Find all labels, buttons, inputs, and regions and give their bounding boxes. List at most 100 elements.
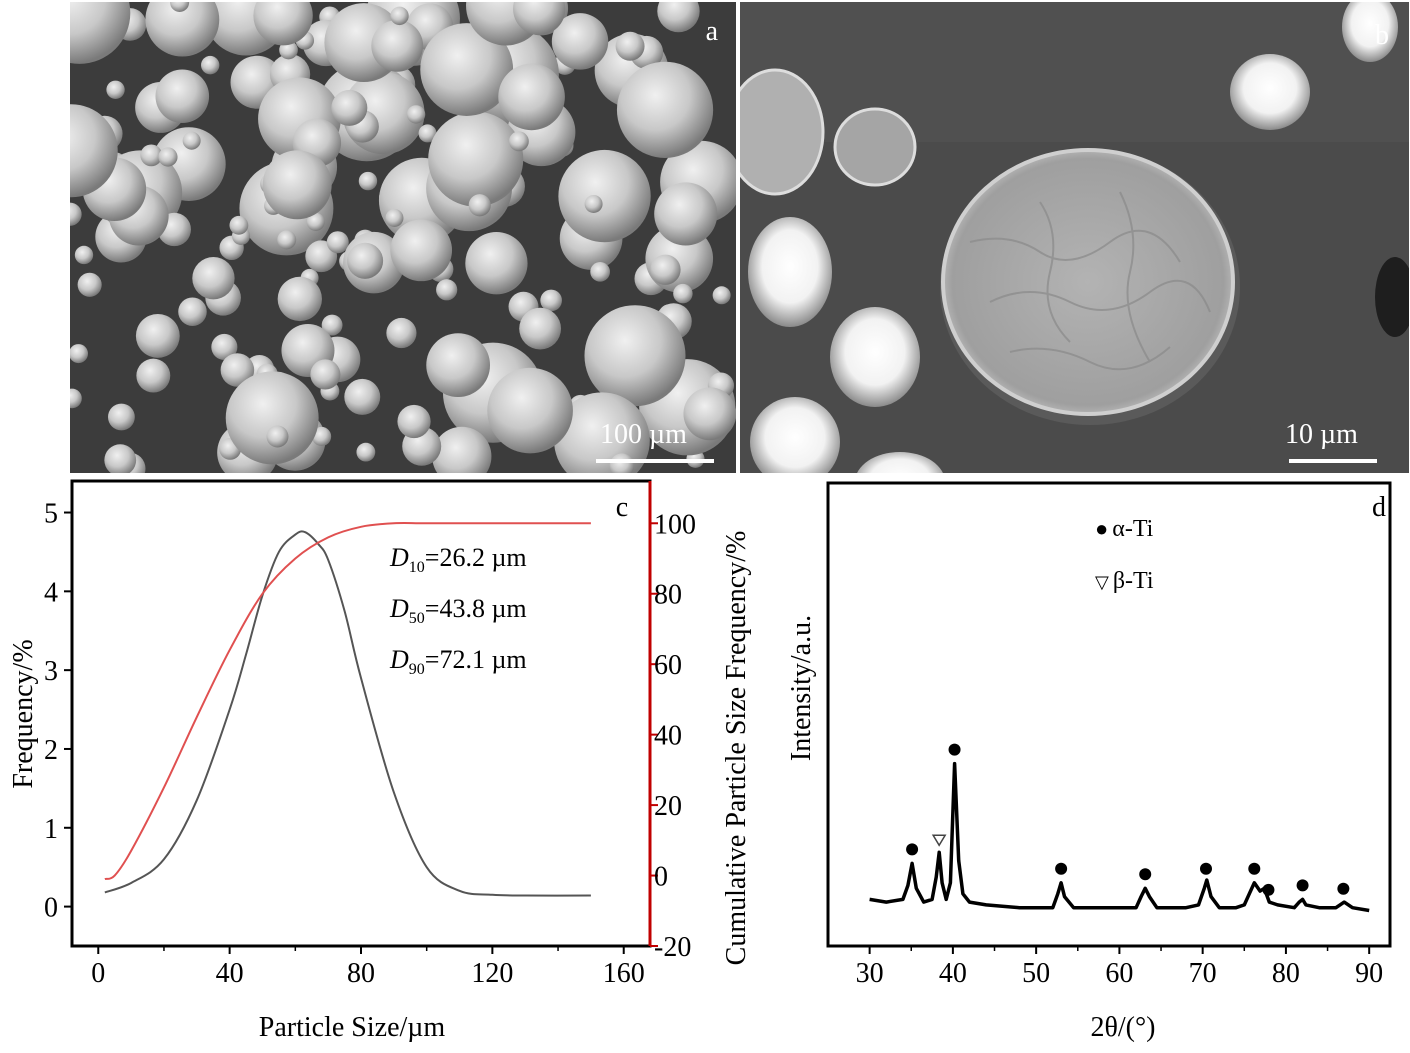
chart-c-annotation: D50=43.8 µm (389, 594, 527, 627)
powder-particle (558, 149, 651, 243)
chart-c-xtick-label: 160 (603, 958, 645, 989)
chart-c-ylabel-right: Cumulative Particle Size Frequency/% (721, 531, 752, 966)
scale-label-a: 100 µm (600, 419, 687, 450)
sem-cross-section-texture (740, 2, 1409, 473)
powder-particle (406, 105, 426, 124)
chart-c-ytick-right-label: 80 (654, 580, 682, 611)
chart-c-ytick-right-label: 20 (654, 791, 682, 822)
xrd-chart: 30 40 50 60 70 80 90 d 2θ/(°) Intensity/a.u. ●… (786, 481, 1392, 1043)
chart-d-xlabel-text: 2θ/(°) (1090, 1012, 1155, 1043)
chart-c-annotation: D90=72.1 µm (389, 645, 527, 678)
chart-c-ytick-left-label: 1 (44, 814, 58, 845)
chart-c-xtick-label: 80 (347, 958, 375, 989)
chart-d-xtick-label: 30 (856, 958, 884, 989)
powder-particle (107, 403, 135, 431)
panel-letter-b: b (1375, 20, 1389, 51)
powder-particle (426, 333, 491, 397)
alpha-ti-peak-marker (1139, 868, 1152, 881)
powder-particle (158, 147, 178, 167)
chart-c-xtick-label: 120 (471, 958, 513, 989)
powder-particle (498, 63, 565, 131)
powder-particle (279, 40, 298, 60)
powder-particle (70, 202, 82, 226)
powder-particle (358, 171, 378, 191)
chart-c-ytick-right-label: 60 (654, 650, 682, 681)
powder-particle (468, 194, 491, 217)
powder-particle (70, 104, 118, 198)
powder-particle (650, 254, 681, 285)
scale-label-b: 10 µm (1285, 419, 1358, 450)
chart-d-xtick-label: 90 (1355, 958, 1383, 989)
powder-particle (155, 69, 210, 124)
chart-c-ytick-right-label: -20 (654, 932, 691, 963)
particle-size-chart: 0 40 80 120 160 0 1 2 3 4 5 -20 0 20 40 60 80 100 c Parti… (8, 479, 752, 1043)
legend-label: β-Ti (1113, 568, 1154, 594)
chart-c-annotation: D10=26.2 µm (389, 543, 527, 576)
powder-particle (70, 388, 82, 409)
powder-particle (136, 358, 171, 393)
annotation-subscript: 10 (409, 559, 425, 576)
frequency-curve (104, 530, 591, 897)
powder-particle (390, 6, 409, 26)
chart-c-ytick-right-label: 100 (654, 509, 696, 540)
powder-particle (344, 378, 381, 415)
powder-particle (540, 289, 562, 312)
chart-c-frame (70, 479, 652, 948)
chart-c-xtick-label: 0 (91, 958, 105, 989)
legend-label: α-Ti (1112, 516, 1153, 542)
annotation-subscript: 50 (409, 610, 425, 627)
annotation-symbol: D (389, 594, 409, 623)
beta-ti-legend-marker: ▽ (1095, 572, 1109, 592)
powder-particle (584, 194, 603, 213)
chart-d-xtick-label: 80 (1272, 958, 1300, 989)
powder-particle (70, 344, 88, 364)
chart-c-xtick-label: 40 (216, 958, 244, 989)
chart-d-xtick-label: 50 (1022, 958, 1050, 989)
powder-particle (371, 19, 424, 72)
powder-particle (551, 13, 609, 70)
powder-particle (306, 212, 325, 231)
chart-d-xtick-label: 40 (939, 958, 967, 989)
powder-particle (420, 23, 514, 116)
powder-particle (615, 31, 645, 61)
panel-letter-a: a (705, 16, 718, 47)
powder-particle (347, 242, 384, 279)
powder-particle (712, 286, 731, 305)
powder-particle (508, 131, 529, 152)
powder-particle (266, 425, 289, 448)
powder-particle (277, 230, 297, 250)
annotation-subscript: 90 (409, 661, 425, 678)
alpha-ti-peak-marker (1199, 862, 1212, 875)
powder-particle (277, 276, 322, 322)
powder-particle (683, 387, 736, 441)
powder-particle (657, 2, 700, 33)
chart-c-ytick-left-label: 0 (44, 893, 58, 924)
annotation-value: =26.2 µm (425, 543, 527, 572)
powder-particle (106, 80, 125, 99)
alpha-ti-peak-marker (1337, 882, 1350, 895)
powder-particle (584, 305, 686, 407)
powder-particle (229, 215, 249, 235)
powder-particle (432, 426, 492, 473)
sem-image-powder: a 100 µm (70, 2, 736, 473)
powder-particle (140, 144, 163, 167)
alpha-ti-peak-marker (1055, 862, 1068, 875)
powder-particle (326, 231, 349, 254)
chart-c-ytick-left-label: 4 (44, 577, 58, 608)
powder-particle (616, 61, 714, 158)
chart-c-letter: c (616, 492, 628, 523)
annotation-value: =43.8 µm (425, 594, 527, 623)
chart-d-xlabel: 2θ/(°) (1090, 1012, 1155, 1043)
alpha-ti-peak-marker (1262, 883, 1275, 896)
powder-particle (331, 89, 368, 126)
powder-particle (192, 257, 235, 300)
powder-particle (145, 2, 220, 57)
powder-particle (220, 353, 255, 387)
powder-particle (310, 359, 341, 390)
scale-bar-a (596, 459, 714, 463)
powder-particle (487, 367, 573, 454)
powder-particle (513, 2, 566, 36)
annotation-symbol: D (389, 543, 409, 572)
powder-particle (554, 392, 650, 473)
alpha-ti-peak-marker (948, 743, 961, 756)
